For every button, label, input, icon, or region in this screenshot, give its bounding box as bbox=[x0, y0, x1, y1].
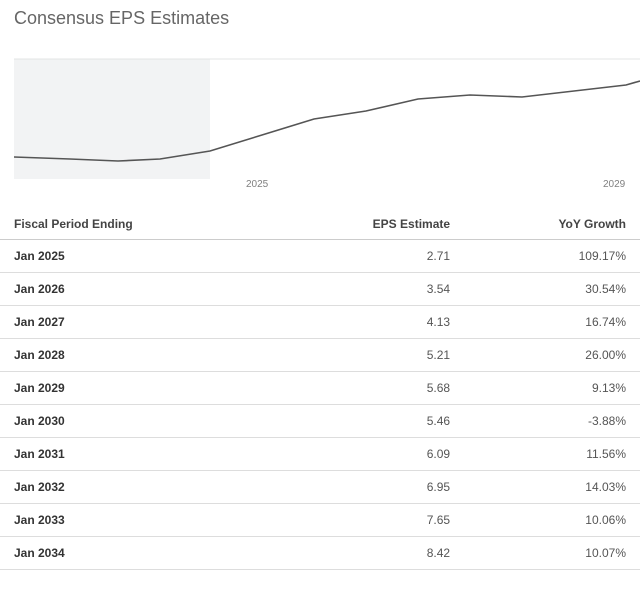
table-row: Jan 20326.9514.03% bbox=[0, 471, 640, 504]
table-row: Jan 20348.4210.07% bbox=[0, 537, 640, 570]
table-row: Jan 20305.46-3.88% bbox=[0, 405, 640, 438]
table-row: Jan 20285.2126.00% bbox=[0, 339, 640, 372]
cell-period: Jan 2027 bbox=[0, 306, 270, 339]
table-row: Jan 20316.0911.56% bbox=[0, 438, 640, 471]
cell-eps: 7.65 bbox=[270, 504, 464, 537]
table-row: Jan 20337.6510.06% bbox=[0, 504, 640, 537]
cell-eps: 8.42 bbox=[270, 537, 464, 570]
table-row: Jan 20252.71109.17% bbox=[0, 240, 640, 273]
cell-yoy: 26.00% bbox=[464, 339, 640, 372]
cell-yoy: 11.56% bbox=[464, 438, 640, 471]
eps-line-chart bbox=[0, 39, 640, 179]
cell-yoy: 109.17% bbox=[464, 240, 640, 273]
eps-estimates-table: Fiscal Period Ending EPS Estimate YoY Gr… bbox=[0, 209, 640, 570]
cell-period: Jan 2025 bbox=[0, 240, 270, 273]
cell-eps: 5.46 bbox=[270, 405, 464, 438]
col-yoy: YoY Growth bbox=[464, 209, 640, 240]
cell-eps: 6.95 bbox=[270, 471, 464, 504]
table-row: Jan 20295.689.13% bbox=[0, 372, 640, 405]
cell-yoy: -3.88% bbox=[464, 405, 640, 438]
table-row: Jan 20263.5430.54% bbox=[0, 273, 640, 306]
table-row: Jan 20274.1316.74% bbox=[0, 306, 640, 339]
cell-period: Jan 2030 bbox=[0, 405, 270, 438]
cell-yoy: 10.06% bbox=[464, 504, 640, 537]
cell-period: Jan 2034 bbox=[0, 537, 270, 570]
cell-eps: 6.09 bbox=[270, 438, 464, 471]
cell-yoy: 10.07% bbox=[464, 537, 640, 570]
page-title: Consensus EPS Estimates bbox=[0, 0, 640, 39]
cell-yoy: 9.13% bbox=[464, 372, 640, 405]
chart-x-axis: 2025 2029 bbox=[0, 179, 640, 197]
cell-period: Jan 2033 bbox=[0, 504, 270, 537]
cell-yoy: 30.54% bbox=[464, 273, 640, 306]
x-tick-label: 2029 bbox=[603, 179, 625, 190]
cell-yoy: 14.03% bbox=[464, 471, 640, 504]
cell-yoy: 16.74% bbox=[464, 306, 640, 339]
col-eps: EPS Estimate bbox=[270, 209, 464, 240]
cell-period: Jan 2028 bbox=[0, 339, 270, 372]
cell-eps: 2.71 bbox=[270, 240, 464, 273]
cell-period: Jan 2026 bbox=[0, 273, 270, 306]
cell-period: Jan 2032 bbox=[0, 471, 270, 504]
cell-eps: 5.68 bbox=[270, 372, 464, 405]
cell-period: Jan 2031 bbox=[0, 438, 270, 471]
cell-eps: 4.13 bbox=[270, 306, 464, 339]
cell-eps: 3.54 bbox=[270, 273, 464, 306]
x-tick-label: 2025 bbox=[246, 179, 268, 190]
cell-eps: 5.21 bbox=[270, 339, 464, 372]
col-period: Fiscal Period Ending bbox=[0, 209, 270, 240]
cell-period: Jan 2029 bbox=[0, 372, 270, 405]
table-header-row: Fiscal Period Ending EPS Estimate YoY Gr… bbox=[0, 209, 640, 240]
